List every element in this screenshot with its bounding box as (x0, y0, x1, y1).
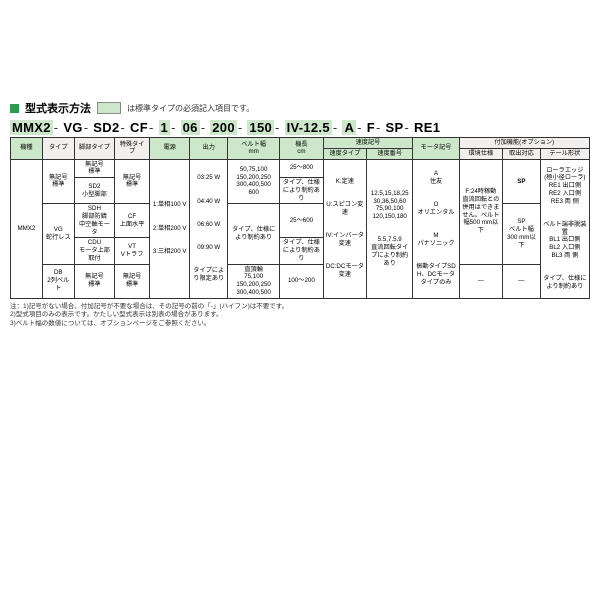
cell: 25～600 (280, 204, 323, 238)
col-subheader: 環境仕様 (459, 148, 502, 159)
model-part: A (342, 120, 356, 135)
cell: 無記号標準 (74, 159, 115, 178)
model-part: RE1 (414, 120, 440, 135)
page-title: 型式表示方法 (25, 100, 91, 116)
cell: 25～800 (280, 159, 323, 178)
col-subheader: テール形状 (540, 148, 589, 159)
col-header: 特殊タイプ (115, 138, 150, 160)
cell: タイプ、仕様により制約あり (228, 204, 280, 264)
table-row: MMX2 無記号標準 無記号標準 無記号標準 1:単相100 V2:単相200 … (11, 159, 590, 178)
cell: — (459, 264, 502, 298)
footnote-line: 注：1)記号がない場合、付加記号が不要な場合は、その記号の前の「-」(ハイフン)… (10, 303, 590, 312)
col-header: 機種 (11, 138, 43, 160)
title-row: 型式表示方法 は標準タイプの必須記入項目です。 (10, 100, 590, 116)
cell: A住友OオリエンタルMパナソニック振動タイプSDH、DCモータタイプのみ (413, 159, 459, 298)
col-header: 機長cm (280, 138, 323, 160)
cell: 100～200 (280, 264, 323, 298)
cell: SDH脚部防錆中空軸モータ (74, 204, 115, 238)
col-header: モータ記号 (413, 138, 459, 160)
cell: 1:単相100 V2:単相200 V3:三相200 V (149, 159, 190, 298)
cell: ローラエッジ(極小径ローラ)RE1 出口側RE2 入口側RE3 両 側ベルト端非… (540, 159, 589, 298)
cell: タイプ、仕様により制約あり (280, 238, 323, 264)
cell: SP (503, 159, 541, 204)
footnotes: 注：1)記号がない場合、付加記号が不要な場合は、その記号の前の「-」(ハイフン)… (10, 303, 590, 329)
col-subheader: 取出対応 (503, 148, 541, 159)
table-header-row: 機種 タイプ 脚部タイプ 特殊タイプ 電源 出力 ベルト幅mm 機長cm 速度記… (11, 138, 590, 149)
model-part: IV-12.5 (285, 120, 332, 135)
cell: 無記号標準 (74, 264, 115, 298)
model-part: VG (63, 120, 82, 135)
cell: DB2列ベルト (42, 264, 74, 298)
cell: VG蛇行レス (42, 204, 74, 264)
model-part: F (367, 120, 375, 135)
cell-kishu: MMX2 (11, 159, 43, 298)
cell: SPベルト幅300 mm以下 (503, 204, 541, 264)
cell: 無記号標準 (115, 159, 150, 204)
title-marker (10, 104, 19, 113)
cell: SD2小型脚部 (74, 178, 115, 204)
cell: CDUモータ上部取付 (74, 238, 115, 264)
cell: 無記号標準 (42, 159, 74, 204)
col-header: 付加機能(オプション) (459, 138, 589, 149)
model-part: SD2 (93, 120, 119, 135)
model-string: MMX2- VG- SD2- CF- 1- 06- 200- 150- IV-1… (10, 120, 590, 135)
spec-table: 機種 タイプ 脚部タイプ 特殊タイプ 電源 出力 ベルト幅mm 機長cm 速度記… (10, 137, 590, 299)
model-part: SP (386, 120, 404, 135)
col-subheader: 速度タイプ (323, 148, 366, 159)
footnote-line: 2)型式項目のみの表示です。かたしい型式表示は別表の場合があります。 (10, 311, 590, 320)
cell: K:定速U:スピコン変速IV:インバータ変速DC:DCモータ変速 (323, 159, 366, 298)
cell: 直頂輪75,100150,200,250300,400,500 (228, 264, 280, 298)
model-part: 1 (159, 120, 171, 135)
col-subheader: 速度番号 (367, 148, 413, 159)
col-header: タイプ (42, 138, 74, 160)
cell: — (503, 264, 541, 298)
cell: 無記号標準 (115, 264, 150, 298)
table-row: DB2列ベルト 無記号標準 無記号標準 直頂輪75,100150,200,250… (11, 264, 590, 298)
footnote-line: 3)ベルト幅の数値については、オプションページをご参照ください。 (10, 320, 590, 329)
cell: CF上面水平 (115, 204, 150, 238)
model-part: MMX2 (10, 120, 53, 135)
model-part: CF (130, 120, 148, 135)
table-row: VG蛇行レス SDH脚部防錆中空軸モータ CF上面水平 タイプ、仕様により制約あ… (11, 204, 590, 238)
legend-swatch (97, 102, 121, 114)
cell: 12.5,15,18,2530,36,50,6075,90,100120,150… (367, 159, 413, 298)
cell: F:24時稼動直流回転との併用はできません。ベルト幅500 mm以下 (459, 159, 502, 264)
legend-text: は標準タイプの必須記入項目です。 (127, 103, 254, 114)
cell: VTVトラフ (115, 238, 150, 264)
model-part: 200 (210, 120, 237, 135)
col-header: 脚部タイプ (74, 138, 115, 160)
cell: タイプ、仕様により制約あり (280, 178, 323, 204)
col-header: 出力 (190, 138, 228, 160)
model-part: 06 (181, 120, 200, 135)
col-header: 電源 (149, 138, 190, 160)
col-header: ベルト幅mm (228, 138, 280, 160)
cell: 03:25 W04:40 W06:60 W09:90 Wタイプにより限定あり (190, 159, 228, 298)
model-part: 150 (247, 120, 274, 135)
col-header: 速度記号 (323, 138, 413, 149)
cell: 50,75,100150,200,250300,400,500600 (228, 159, 280, 204)
